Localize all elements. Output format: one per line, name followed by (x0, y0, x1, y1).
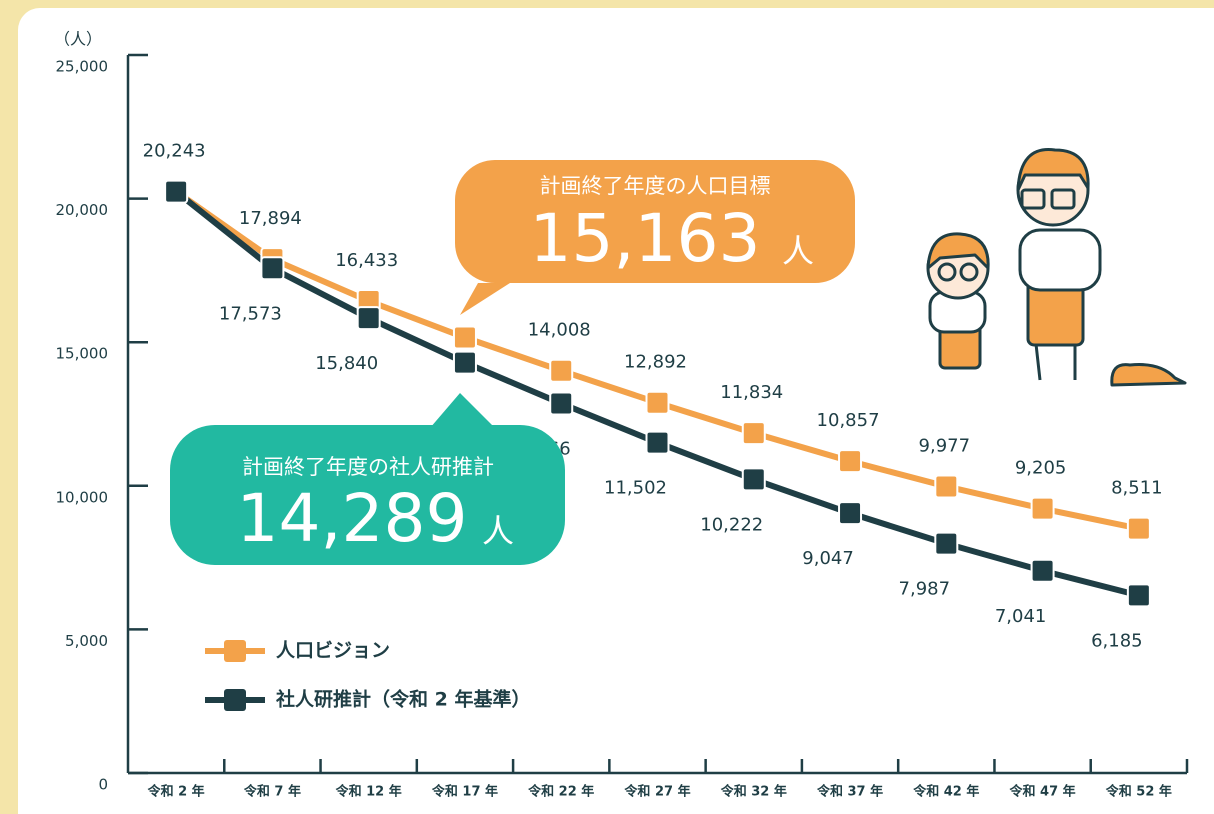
point (1032, 560, 1054, 582)
point (1128, 584, 1150, 606)
x-tick-label: 令和 47 年 (1010, 784, 1076, 800)
callout-title: 計画終了年度の人口目標 (540, 174, 771, 198)
data-label: 10,222 (700, 514, 763, 535)
data-label: 7,987 (899, 579, 951, 600)
y-tick-label: 25,000 (56, 58, 109, 76)
data-label: 17,894 (239, 208, 302, 229)
data-label: 16,433 (335, 250, 398, 271)
data-label: 11,834 (720, 382, 783, 403)
chart: （人） 0 5,000 10,000 15,000 20,000 25,000 令和 2 年… (0, 0, 1214, 814)
data-label: 12,892 (624, 352, 687, 373)
data-label: 14,008 (528, 320, 591, 341)
x-tick-label: 令和 22 年 (528, 784, 594, 800)
point (935, 475, 957, 497)
point (550, 360, 572, 382)
callout-unit: 人 (782, 232, 814, 270)
point (165, 181, 187, 203)
legend-swatch (224, 689, 246, 711)
point (550, 392, 572, 414)
point (1032, 498, 1054, 520)
point (743, 422, 765, 444)
callout-unit: 人 (482, 512, 514, 550)
data-label: 7,041 (995, 606, 1047, 627)
callout-title: 計画終了年度の社人研推計 (242, 455, 494, 479)
x-tick-label: 令和 17 年 (432, 784, 498, 800)
callout-value: 14,289 (237, 480, 468, 557)
y-tick-label: 0 (98, 776, 108, 794)
x-tick-label: 令和 52 年 (1106, 784, 1172, 800)
point (358, 307, 380, 329)
y-tick-label: 20,000 (56, 201, 109, 219)
legend-label: 人口ビジョン (276, 640, 390, 662)
data-label: 9,047 (802, 548, 854, 569)
x-tick-label: 令和 37 年 (817, 784, 883, 800)
point (647, 392, 669, 414)
data-label: 6,185 (1091, 630, 1143, 651)
point (839, 502, 861, 524)
point (743, 468, 765, 490)
point (647, 432, 669, 454)
y-tick-label: 15,000 (56, 345, 109, 363)
panel (18, 8, 1214, 814)
x-tick-label: 令和 7 年 (244, 784, 301, 800)
data-label: 11,502 (604, 478, 667, 499)
y-axis-label: （人） (54, 30, 102, 49)
legend-label: 社人研推計（令和 2 年基準） (275, 688, 530, 711)
data-label: 17,573 (219, 303, 282, 324)
x-tick-label: 令和 2 年 (148, 784, 205, 800)
x-tick-label: 令和 32 年 (721, 784, 787, 800)
data-label: 15,840 (315, 353, 378, 374)
callout-value: 15,163 (530, 200, 761, 277)
legend-swatch (224, 640, 246, 662)
y-tick-label: 5,000 (65, 632, 108, 650)
x-tick-label: 令和 42 年 (913, 784, 979, 800)
data-label: 10,857 (817, 410, 880, 431)
point (1128, 518, 1150, 540)
point (454, 327, 476, 349)
point (839, 450, 861, 472)
data-label: 20,243 (143, 141, 206, 162)
page: （人） 0 5,000 10,000 15,000 20,000 25,000 令和 2 年… (0, 0, 1214, 814)
y-tick-label: 10,000 (56, 488, 109, 506)
data-label: 9,977 (919, 435, 971, 456)
data-label: 8,511 (1111, 478, 1163, 499)
point (935, 533, 957, 555)
x-tick-label: 令和 12 年 (336, 784, 402, 800)
point (261, 257, 283, 279)
x-tick-label: 令和 27 年 (624, 784, 690, 800)
point (454, 352, 476, 374)
data-label: 9,205 (1015, 458, 1067, 479)
